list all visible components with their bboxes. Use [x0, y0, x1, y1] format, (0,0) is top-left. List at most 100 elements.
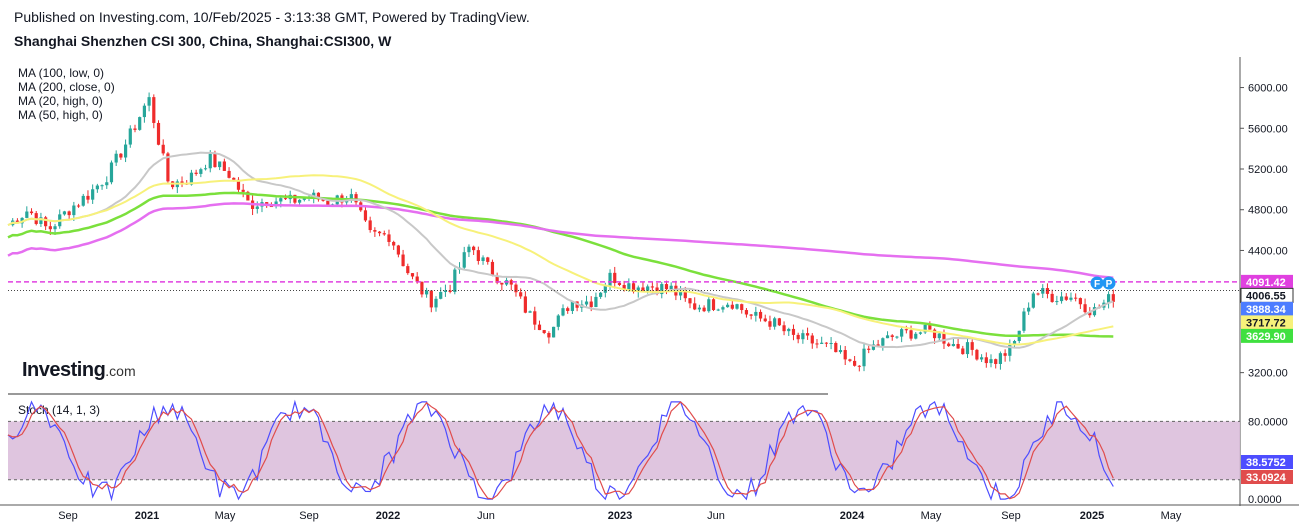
candle-body	[867, 348, 871, 350]
candle-body	[740, 304, 744, 311]
candle-body	[490, 261, 495, 276]
candle-body	[824, 342, 828, 344]
candle-body	[551, 326, 556, 338]
candle-body	[932, 329, 937, 339]
time-tick-label: May	[215, 510, 236, 522]
candle-body	[735, 304, 739, 309]
candle-body	[1055, 301, 1059, 303]
candle-body	[189, 172, 194, 185]
candle-body	[25, 211, 29, 218]
candle-body	[584, 301, 589, 305]
candle-body	[119, 153, 123, 158]
candle-body	[495, 275, 499, 283]
candle-body	[726, 304, 730, 308]
ma100-line	[7, 191, 1114, 338]
candle-body	[1036, 293, 1040, 295]
candle-body	[871, 344, 876, 350]
candle-body	[420, 281, 424, 295]
candle-body	[688, 298, 692, 304]
candle-body	[810, 335, 814, 344]
candle-body	[678, 291, 683, 296]
time-tick-label: 2021	[135, 510, 159, 522]
candle-body	[693, 303, 697, 310]
candle-body	[425, 290, 429, 295]
price-badge-bg	[1241, 315, 1293, 330]
price-badge-bg	[1241, 328, 1293, 343]
candle-body	[815, 343, 819, 345]
price-badge: 4091.42	[1241, 274, 1293, 289]
time-tick-label: Jun	[477, 510, 495, 522]
stochastic-legend: Stoch (14, 1, 3)	[18, 403, 101, 417]
candle-body	[138, 117, 142, 130]
time-tick-label: Jun	[707, 510, 725, 522]
candle-body	[1083, 304, 1087, 313]
candle-body	[462, 252, 466, 268]
candle-body	[199, 169, 203, 174]
price-badge: 4006.55	[1240, 287, 1294, 303]
candle-body	[406, 266, 410, 274]
candle-body	[589, 301, 593, 308]
candle-body	[302, 197, 306, 200]
candle-body	[773, 318, 777, 327]
candle-body	[697, 307, 701, 310]
candle-body	[881, 338, 885, 346]
candle-body	[72, 205, 76, 216]
stoch-badge-bg	[1241, 470, 1293, 484]
candle-body	[947, 343, 951, 347]
candle-body	[1078, 298, 1082, 305]
candle-body	[1106, 294, 1111, 303]
candle-body	[293, 194, 297, 203]
candle-body	[603, 285, 607, 293]
candle-body	[91, 189, 95, 200]
candle-body	[312, 192, 316, 198]
price-badge-label: 3717.72	[1246, 317, 1286, 329]
candle-body	[105, 182, 109, 186]
candle-body	[203, 168, 208, 170]
candle-body	[655, 287, 659, 295]
stoch-band	[8, 421, 1240, 480]
candle-body	[222, 161, 226, 171]
candle-body	[1027, 307, 1031, 312]
stoch-tick-label: 80.0000	[1248, 416, 1288, 428]
candle-body	[1059, 296, 1064, 302]
candle-body	[227, 170, 231, 178]
candle-body	[472, 246, 476, 251]
candle-body	[918, 332, 923, 334]
candle-body	[730, 304, 734, 309]
candle-body	[707, 299, 711, 312]
candle-body	[1041, 288, 1045, 294]
candle-body	[777, 318, 781, 326]
candle-body	[1092, 307, 1097, 316]
legend-ma20: MA (20, high, 0)	[18, 94, 103, 108]
candle-body	[965, 342, 970, 355]
candle-body	[467, 246, 471, 253]
candle-body	[805, 333, 810, 336]
candle-body	[787, 328, 791, 332]
candle-body	[53, 226, 57, 230]
candle-body	[326, 200, 330, 205]
candle-body	[1022, 311, 1026, 331]
candle-body	[542, 330, 546, 333]
ma20-line	[7, 151, 1114, 349]
logo-brand: Investing	[22, 359, 106, 381]
price-tick-label: 5600.00	[1248, 123, 1288, 135]
candle-body	[156, 122, 161, 145]
candle-body	[401, 254, 405, 267]
candle-body	[951, 343, 955, 347]
candle-body	[547, 332, 551, 338]
candle-body	[236, 179, 241, 190]
candle-body	[857, 365, 861, 367]
time-tick-label: Sep	[58, 510, 78, 522]
candle-body	[594, 296, 598, 308]
price-badge-bg	[1241, 274, 1293, 289]
candle-body	[114, 153, 118, 163]
time-tick-label: 2023	[608, 510, 632, 522]
candle-body	[316, 192, 321, 200]
stoch-k-line	[7, 399, 1114, 502]
candle-body	[862, 348, 866, 367]
candle-body	[613, 272, 617, 284]
legend-ma100: MA (100, low, 0)	[18, 66, 105, 80]
candle-body	[100, 185, 104, 187]
price-badge-label: 3888.34	[1246, 304, 1287, 316]
